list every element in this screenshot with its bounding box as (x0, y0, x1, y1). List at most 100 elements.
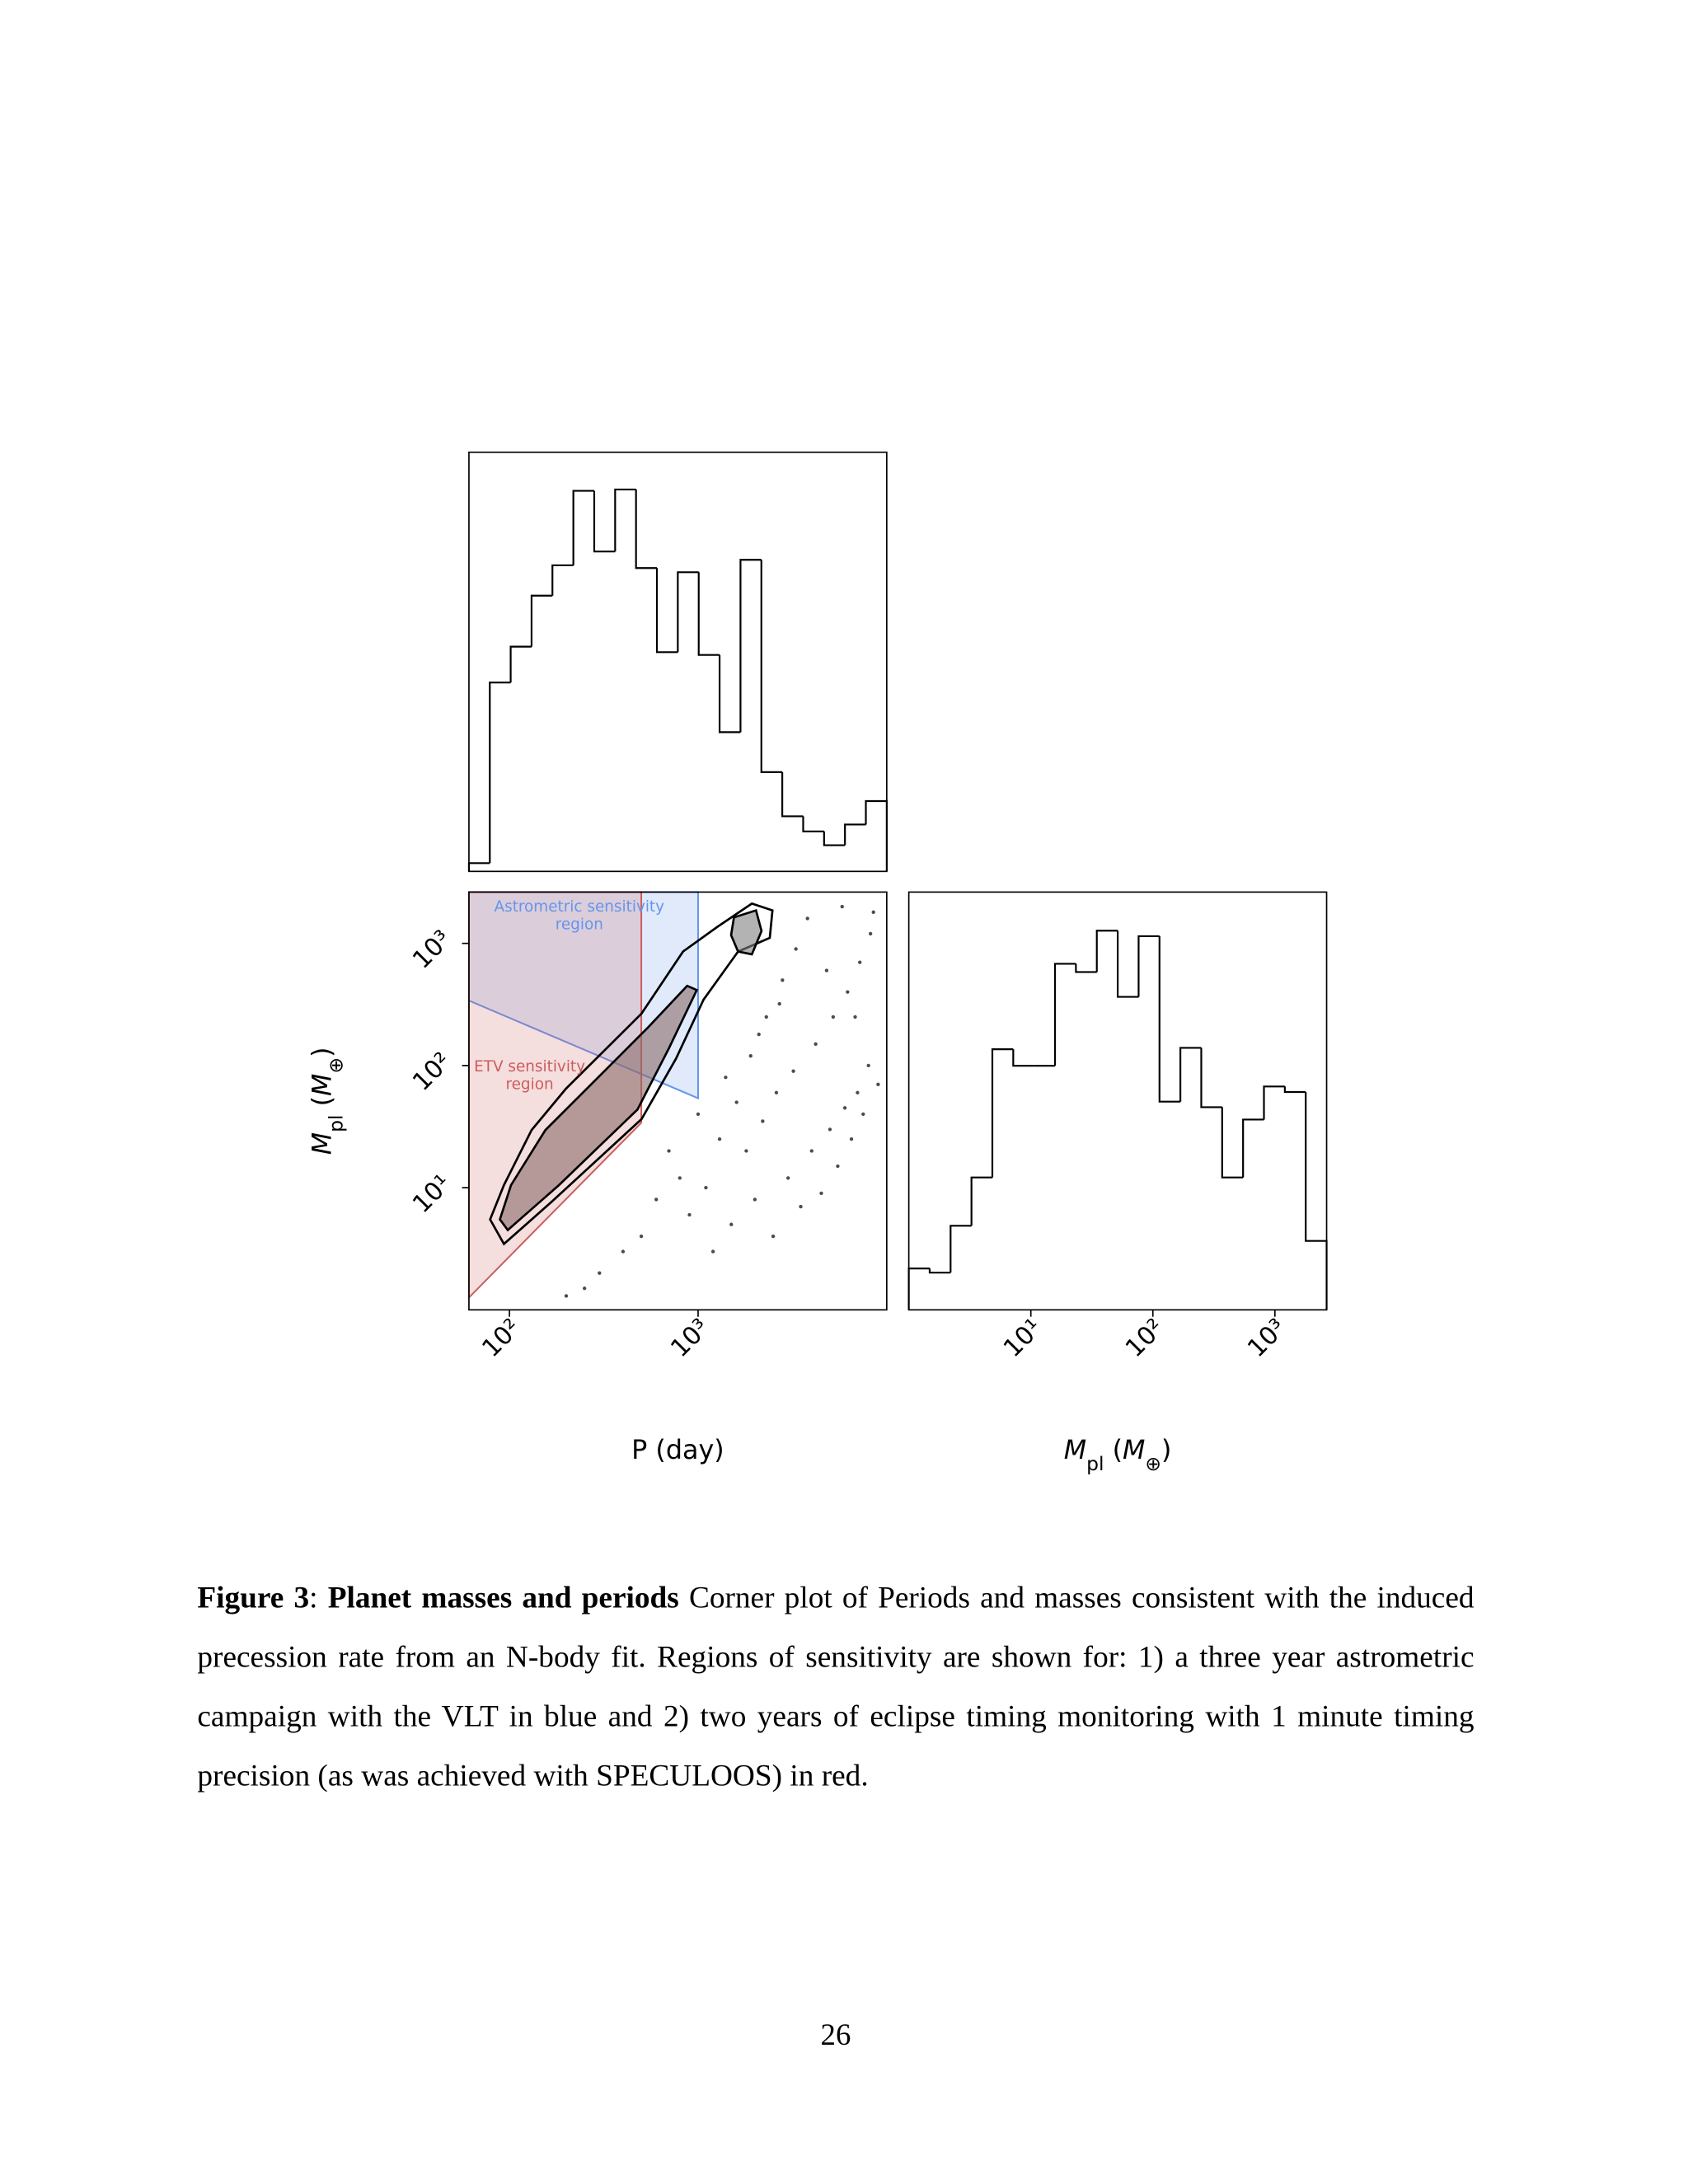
label-part: ) (1161, 1436, 1171, 1465)
hist-bin (1283, 1086, 1306, 1094)
sample-point (858, 960, 862, 964)
hist-bin (970, 1176, 993, 1226)
hist-bin (1242, 1118, 1264, 1178)
sample-point (781, 978, 785, 982)
hist-bin (677, 571, 699, 653)
sample-point (764, 1015, 768, 1019)
sample-point (598, 1271, 602, 1275)
hist-bin (572, 490, 594, 565)
sample-point (836, 1164, 840, 1169)
sample-point (777, 1001, 781, 1006)
hist-bin (844, 823, 866, 846)
region-label-line: Astrometric sensitivity (495, 898, 665, 916)
sample-point (794, 947, 798, 951)
contour (729, 908, 763, 956)
label-part: ( (308, 1096, 338, 1114)
hist-bin (1053, 963, 1076, 1066)
sample-point (828, 1127, 832, 1132)
sample-point (757, 1032, 761, 1037)
x-axis-label: P (day) (631, 1436, 724, 1465)
x-axis-label: Mpl (M⊕) (1064, 1436, 1172, 1475)
sample-point (849, 1137, 854, 1141)
label-part: pl (1086, 1452, 1104, 1475)
sample-point (710, 1249, 715, 1254)
sample-point (856, 1090, 860, 1094)
sample-point (667, 1149, 671, 1153)
region-label: Astrometric sensitivity region (495, 898, 665, 934)
caption-separator: : (309, 1580, 318, 1615)
sample-point (753, 1197, 757, 1202)
sample-point (842, 1106, 847, 1110)
sample-point (809, 1149, 814, 1153)
sample-point (564, 1294, 569, 1298)
hist-bin (802, 816, 824, 832)
region-label: ETV sensitivity region (474, 1058, 585, 1094)
caption-label: Figure 3 (197, 1580, 310, 1615)
y-axis-label: Mpl (M⊕) (308, 1047, 348, 1155)
sample-point (704, 1185, 708, 1190)
hist-bin (530, 594, 553, 647)
sample-point (748, 1053, 753, 1058)
sample-point (639, 1234, 644, 1239)
hist-bin (781, 771, 804, 818)
hist-bin (614, 488, 636, 552)
hist-bin (1116, 930, 1139, 998)
sample-point (840, 904, 844, 909)
hist-bin (1158, 935, 1181, 1103)
hist-bin (593, 490, 616, 553)
sample-point (744, 1149, 748, 1153)
region-label-line: region (505, 1076, 553, 1094)
sample-point (654, 1197, 659, 1202)
caption: Figure 3: Planet masses and periods Corn… (197, 1568, 1474, 1805)
hist-bin (718, 654, 741, 733)
caption-text: Corner plot of Periods and masses consis… (197, 1580, 1475, 1793)
label-part: ⊕ (1145, 1452, 1161, 1475)
hist-bin (950, 1225, 972, 1273)
hist-bin (1221, 1107, 1244, 1179)
sample-point (696, 1112, 701, 1117)
sample-point (861, 1112, 865, 1117)
sample-point (853, 1015, 857, 1019)
hist-bin (697, 572, 720, 656)
hist-bin (823, 831, 846, 846)
label-part: M (1064, 1436, 1086, 1465)
caption-title: Planet masses and periods (327, 1580, 679, 1615)
sample-point (876, 1082, 880, 1087)
sample-point (734, 1100, 738, 1104)
panel-frame (907, 891, 1328, 1311)
label-part: ) (308, 1047, 338, 1057)
hist-bin (489, 682, 511, 864)
label-part: M (308, 1074, 338, 1096)
sample-point (814, 1042, 818, 1046)
sample-point (831, 1015, 836, 1019)
sample-point (621, 1249, 626, 1254)
hist-bin (1179, 1047, 1202, 1102)
sample-point (791, 1069, 795, 1073)
sample-point (786, 1176, 790, 1180)
hist-bin (1075, 963, 1097, 973)
hist-bin (509, 645, 532, 683)
hist-bin (1200, 1047, 1222, 1108)
label-part: pl (325, 1114, 348, 1132)
label-part: M (308, 1132, 338, 1155)
sample-point (805, 916, 809, 921)
hist-bin (739, 559, 762, 733)
caption-box: Figure 3: Planet masses and periods Corn… (197, 1568, 1474, 1805)
hist-bin (1263, 1085, 1285, 1120)
sample-point (582, 1286, 587, 1291)
hist-bin (635, 489, 658, 569)
label-part: M (1123, 1436, 1145, 1465)
region-label-line: region (556, 916, 603, 934)
sample-point (761, 1119, 765, 1123)
hist-bin (551, 564, 574, 596)
sample-point (868, 931, 873, 936)
hist-bin (1095, 930, 1118, 972)
hist-bin (991, 1048, 1014, 1178)
sample-point (687, 1212, 692, 1217)
chart-panel (467, 451, 888, 873)
hist-bin (928, 1268, 951, 1274)
sample-point (724, 1076, 728, 1080)
label-part: ⊕ (325, 1057, 348, 1074)
sample-point (678, 1176, 682, 1180)
